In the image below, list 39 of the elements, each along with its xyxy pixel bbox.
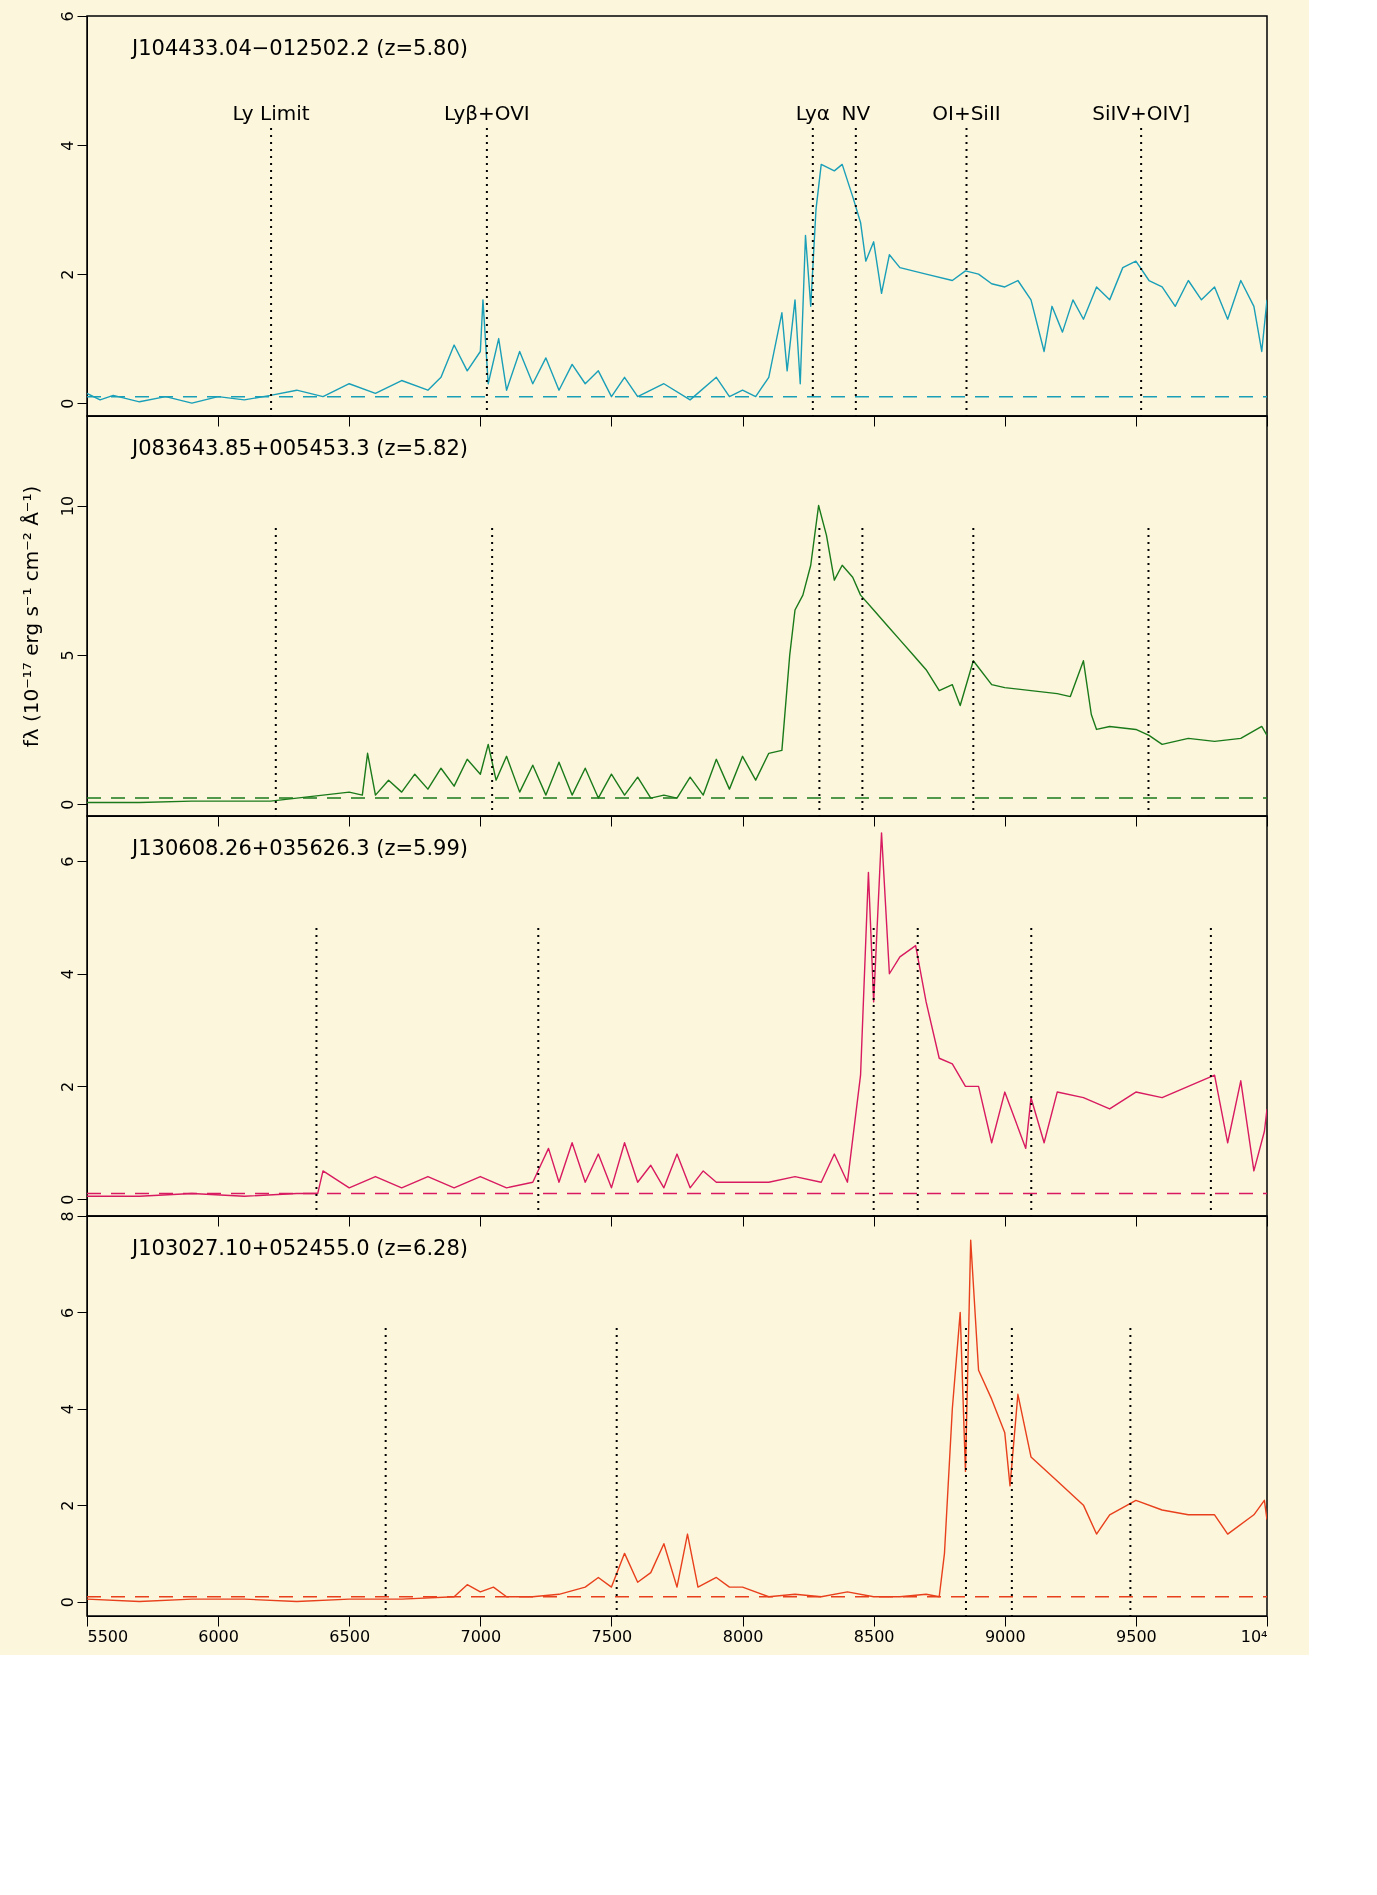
x-tick-label: 7000 xyxy=(460,1626,502,1646)
x-tick-label: 8000 xyxy=(722,1626,764,1646)
y-tick-label: 4 xyxy=(57,969,77,980)
y-tick-label: 4 xyxy=(57,1404,77,1415)
y-tick-label: 2 xyxy=(57,1500,77,1511)
x-tick-label: 6000 xyxy=(198,1626,239,1646)
text: J130608.26+035626.3 (z=5.99) xyxy=(130,836,468,860)
y-tick-label: 8 xyxy=(57,1211,77,1222)
text: J103027.10+052455.0 (z=6.28) xyxy=(130,1236,468,1260)
y-tick-label: 4 xyxy=(57,140,77,151)
y-tick-label: 0 xyxy=(57,1194,77,1205)
x-tick-label: 6500 xyxy=(329,1626,371,1646)
x-tick-label: 5500 xyxy=(87,1626,129,1646)
y-tick-label: 10 xyxy=(57,495,77,517)
ref-line-label: Lyβ+OVI xyxy=(444,101,530,125)
x-tick-label: 9000 xyxy=(984,1626,1026,1646)
x-tick-label: 9500 xyxy=(1116,1626,1157,1646)
text: J104433.04−012502.2 (z=5.80) xyxy=(130,36,468,60)
x-tick-label: 8500 xyxy=(853,1626,895,1646)
line-series xyxy=(87,504,1267,804)
ref-line-label: Lyα xyxy=(795,101,830,125)
y-tick-label: 2 xyxy=(57,1081,77,1093)
y-tick-label: 6 xyxy=(57,11,77,22)
x-tick-label: 10⁴ xyxy=(1240,1626,1268,1646)
y-tick-label: 6 xyxy=(57,1307,77,1318)
y-tick-label: 6 xyxy=(57,856,77,867)
y-tick-label: 0 xyxy=(57,799,77,810)
y-axis-title: fλ (10⁻¹⁷ erg s⁻¹ cm⁻² Å⁻¹) xyxy=(18,485,43,748)
x-tick-label: 7500 xyxy=(591,1626,633,1646)
y-tick-label: 0 xyxy=(57,398,77,409)
y-tick-label: 5 xyxy=(57,650,77,661)
y-tick-label: 2 xyxy=(57,269,77,280)
ref-line-label: Ly Limit xyxy=(232,101,310,125)
text: J083643.85+005453.3 (z=5.82) xyxy=(130,436,468,460)
ref-line-label: SiIV+OIV] xyxy=(1092,101,1190,125)
y-tick-label: 0 xyxy=(57,1596,77,1608)
ref-line-label: OI+SiII xyxy=(932,101,1001,125)
ref-line-label: NV xyxy=(841,101,871,125)
line-series xyxy=(87,163,1267,404)
